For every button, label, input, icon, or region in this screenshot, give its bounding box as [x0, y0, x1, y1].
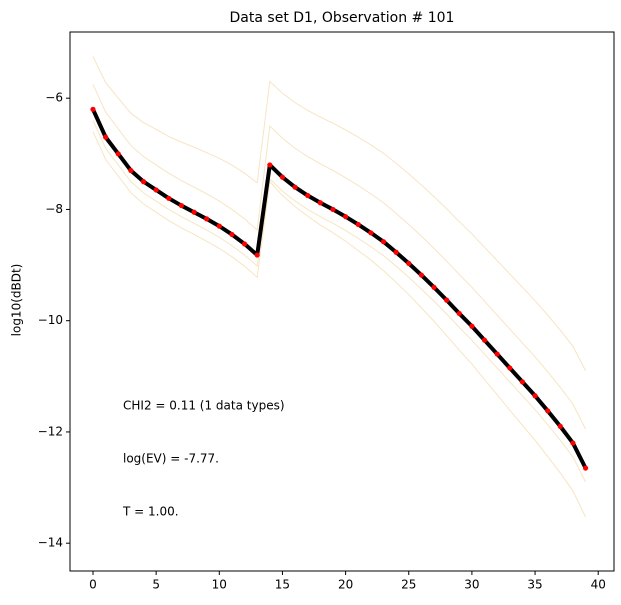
- ensemble-line: [92, 56, 587, 371]
- data-point: [469, 323, 475, 329]
- data-point: [241, 241, 248, 247]
- data-point: [582, 465, 589, 471]
- data-point: [368, 230, 374, 236]
- data-point: [267, 162, 273, 168]
- x-tick-label: 10: [212, 578, 227, 592]
- data-point: [166, 195, 172, 201]
- data-point: [153, 187, 159, 193]
- data-point: [229, 231, 235, 238]
- x-tick-label: 30: [464, 578, 479, 592]
- y-tick-label: −6: [45, 91, 63, 105]
- data-point: [545, 408, 551, 414]
- x-tick-label: 35: [527, 578, 542, 592]
- data-point: [380, 239, 387, 245]
- data-point: [519, 379, 526, 385]
- ensemble-line: [92, 131, 587, 518]
- data-point: [305, 192, 311, 199]
- data-point: [355, 221, 361, 228]
- plot-frame: [69, 31, 615, 572]
- x-tick-label: 20: [338, 578, 353, 592]
- data-point: [393, 249, 399, 255]
- y-tick-label: −8: [45, 202, 63, 216]
- data-point: [444, 297, 450, 303]
- data-point: [418, 272, 424, 278]
- x-tick-label: 5: [152, 578, 160, 592]
- y-axis-label: log10(dBDt): [10, 264, 24, 337]
- x-tick-label: 25: [401, 578, 416, 592]
- data-point: [103, 134, 109, 140]
- x-tick-label: 40: [591, 578, 606, 592]
- data-point: [254, 252, 260, 258]
- data-point: [456, 310, 462, 317]
- data-point: [532, 393, 538, 399]
- data-point: [191, 209, 197, 215]
- model-line: [91, 108, 588, 469]
- data-point: [570, 440, 576, 446]
- data-point: [431, 284, 437, 290]
- data-point: [292, 184, 298, 190]
- y-tick-label: −14: [38, 536, 63, 550]
- annotation: CHI2 = 0.11 (1 data types): [123, 399, 285, 413]
- x-tick-label: 15: [275, 578, 290, 592]
- annotation: log(EV) = -7.77.: [123, 452, 219, 466]
- data-point: [216, 223, 222, 229]
- data-point: [115, 151, 121, 157]
- data-point: [494, 351, 500, 357]
- data-point: [342, 214, 349, 220]
- data-point: [128, 167, 134, 174]
- ensemble-line: [92, 120, 587, 483]
- data-point: [90, 106, 96, 112]
- data-point: [406, 260, 412, 266]
- y-tick-label: −10: [38, 313, 63, 327]
- data-point: [140, 179, 147, 185]
- ensemble-line: [92, 84, 587, 430]
- y-tick-label: −12: [38, 424, 63, 438]
- x-tick-label: 0: [89, 578, 97, 592]
- data-point: [507, 365, 513, 371]
- annotation: T = 1.00.: [122, 505, 179, 519]
- data-point: [330, 206, 336, 213]
- data-point: [557, 423, 563, 429]
- data-point: [279, 174, 286, 180]
- data-point: [178, 202, 185, 209]
- data-point: [481, 337, 488, 343]
- data-point: [204, 216, 210, 222]
- chart-title: Data set D1, Observation # 101: [230, 10, 455, 26]
- data-point: [317, 200, 323, 206]
